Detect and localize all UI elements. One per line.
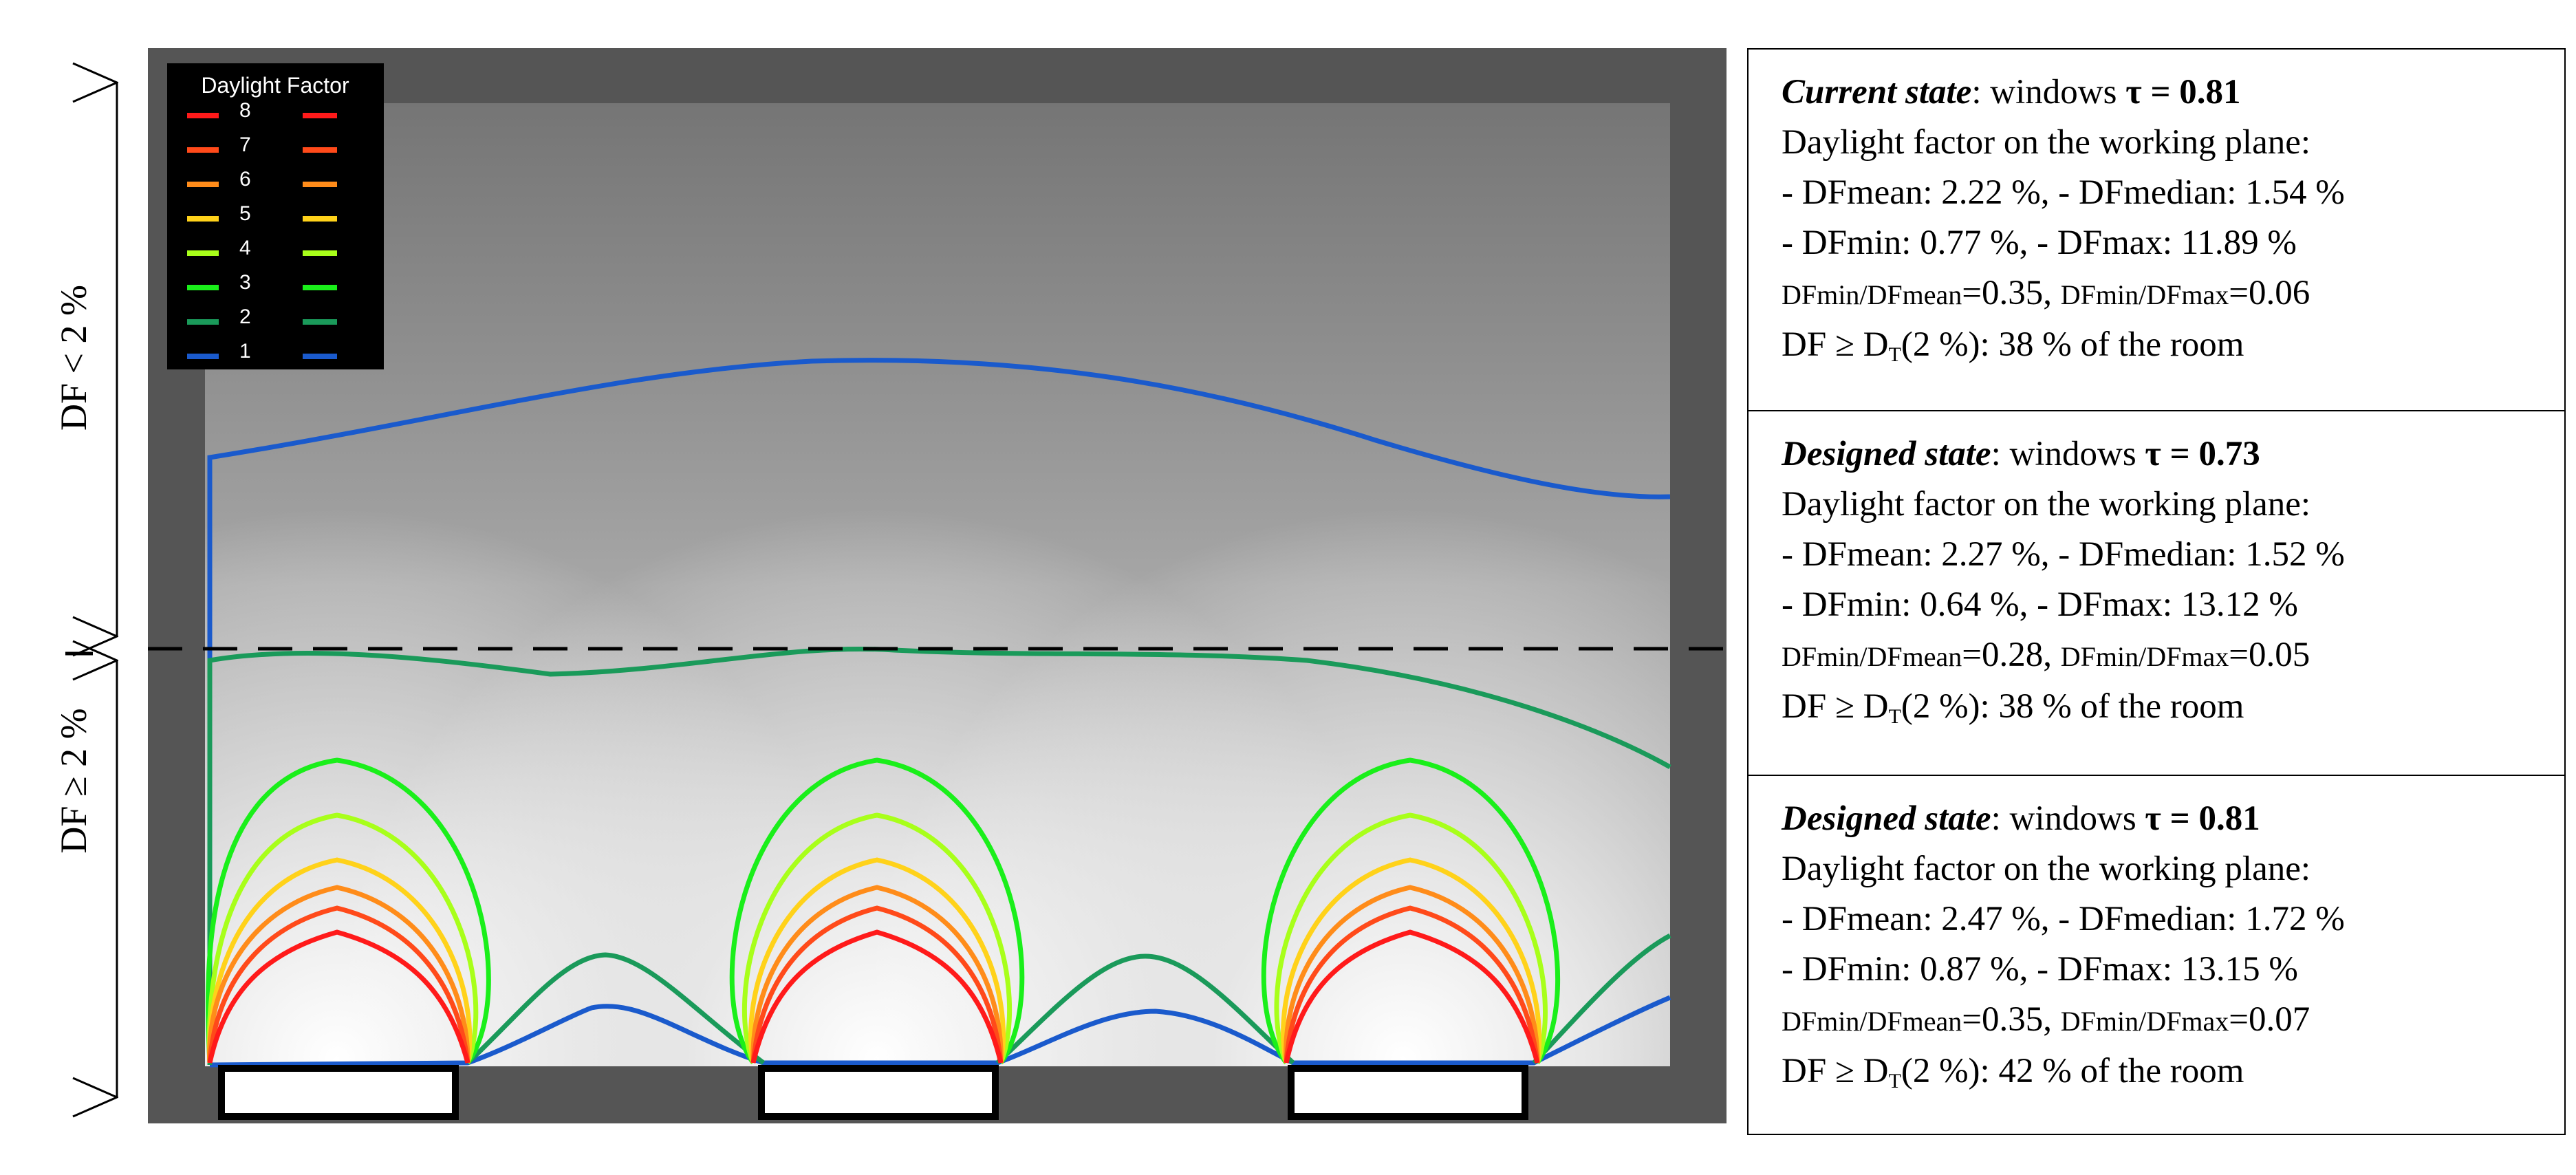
legend-label-1: 1 — [239, 340, 251, 363]
daylight-factor-legend: Daylight Factor 8 7 6 5 4 3 2 1 — [167, 63, 384, 369]
contour-df-3-window-right — [1261, 757, 1561, 1065]
panel-mean-median: - DFmean: 2.22 %, - DFmedian: 1.54 % — [1782, 173, 2345, 212]
panel-min-max: - DFmin: 0.77 %, - DFmax: 11.89 % — [1782, 224, 2297, 262]
legend-label-2: 2 — [239, 305, 251, 328]
panel-heading: Daylight factor on the working plane: — [1782, 850, 2311, 888]
contour-df-4-window-right — [1274, 812, 1548, 1064]
panel-coverage: DF ≥ DT(2 %): 38 % of the room — [1782, 325, 2244, 366]
window-left — [218, 1065, 459, 1120]
legend-label-3: 3 — [239, 271, 251, 294]
panel-designed-state-0-73: Designed state: windows τ = 0.73 Dayligh… — [1747, 410, 2566, 776]
panel-heading: Daylight factor on the working plane: — [1782, 123, 2311, 162]
contour-df-5-window-left — [207, 857, 473, 1064]
panel-mean-median: - DFmean: 2.47 %, - DFmedian: 1.72 % — [1782, 900, 2345, 938]
contour-df-2-right — [1532, 933, 1671, 1065]
panel-min-max: - DFmin: 0.64 %, - DFmax: 13.12 % — [1782, 585, 2298, 624]
lower-zone-label: DF ≥ 2 % — [53, 708, 94, 853]
contour-df-4-window-middle — [742, 812, 1013, 1064]
panel-min-max: - DFmin: 0.87 %, - DFmax: 13.15 % — [1782, 950, 2298, 989]
contour-df-2-valley-b — [995, 953, 1295, 1065]
window-middle — [758, 1065, 999, 1120]
contour-df-3-window-middle — [729, 757, 1025, 1065]
panel-designed-state-0-81: Designed state: windows τ = 0.81 Dayligh… — [1747, 775, 2566, 1135]
window-right — [1288, 1065, 1528, 1120]
legend-label-4: 4 — [239, 237, 251, 259]
panel-tau: τ = 0.73 — [2145, 435, 2260, 473]
contour-df-8-window-middle — [750, 929, 1004, 1064]
contour-df-7-window-right — [1284, 905, 1540, 1064]
panel-tau: τ = 0.81 — [2145, 799, 2260, 838]
panel-mean-median: - DFmean: 2.27 %, - DFmedian: 1.52 % — [1782, 535, 2345, 574]
contour-df-3-window-left — [205, 757, 491, 1065]
legend-title: Daylight Factor — [201, 73, 349, 98]
legend-label-5: 5 — [239, 202, 251, 225]
panel-heading: Daylight factor on the working plane: — [1782, 485, 2311, 524]
upper-zone-label: DF < 2 % — [53, 285, 94, 431]
panel-state-title: Designed state — [1782, 799, 1991, 838]
contour-df-6-window-left — [207, 885, 470, 1064]
contour-df-5-window-middle — [748, 857, 1006, 1064]
contour-df-7-window-middle — [750, 905, 1004, 1064]
contour-df-5-window-right — [1281, 857, 1542, 1064]
contour-df-6-window-right — [1284, 885, 1540, 1064]
contour-df-7-window-left — [207, 905, 470, 1064]
contour-df-8-window-left — [207, 929, 470, 1064]
panel-ratios: DFmin/DFmean=0.35, DFmin/DFmax=0.07 — [1782, 1000, 2310, 1039]
panel-coverage: DF ≥ DT(2 %): 38 % of the room — [1782, 687, 2244, 728]
panel-state-title: Current state — [1782, 73, 1972, 111]
contour-df-1-upper — [207, 358, 1671, 1065]
contour-df-8-window-right — [1284, 929, 1540, 1064]
contour-df-6-window-middle — [750, 885, 1004, 1064]
panel-current-state: Current state: windows τ = 0.81 Daylight… — [1747, 48, 2566, 411]
legend-label-6: 6 — [239, 168, 251, 191]
legend-label-7: 7 — [239, 133, 251, 156]
contour-df-2-valley-a — [466, 952, 766, 1065]
panel-ratios: DFmin/DFmean=0.35, DFmin/DFmax=0.06 — [1782, 274, 2310, 312]
panel-ratios: DFmin/DFmean=0.28, DFmin/DFmax=0.05 — [1782, 636, 2310, 674]
legend-label-8: 8 — [239, 99, 251, 122]
panel-coverage: DF ≥ DT(2 %): 42 % of the room — [1782, 1052, 2244, 1092]
panel-state-title: Designed state — [1782, 435, 1991, 473]
panel-tau: τ = 0.81 — [2125, 73, 2241, 111]
contour-df-4-window-left — [206, 812, 479, 1064]
